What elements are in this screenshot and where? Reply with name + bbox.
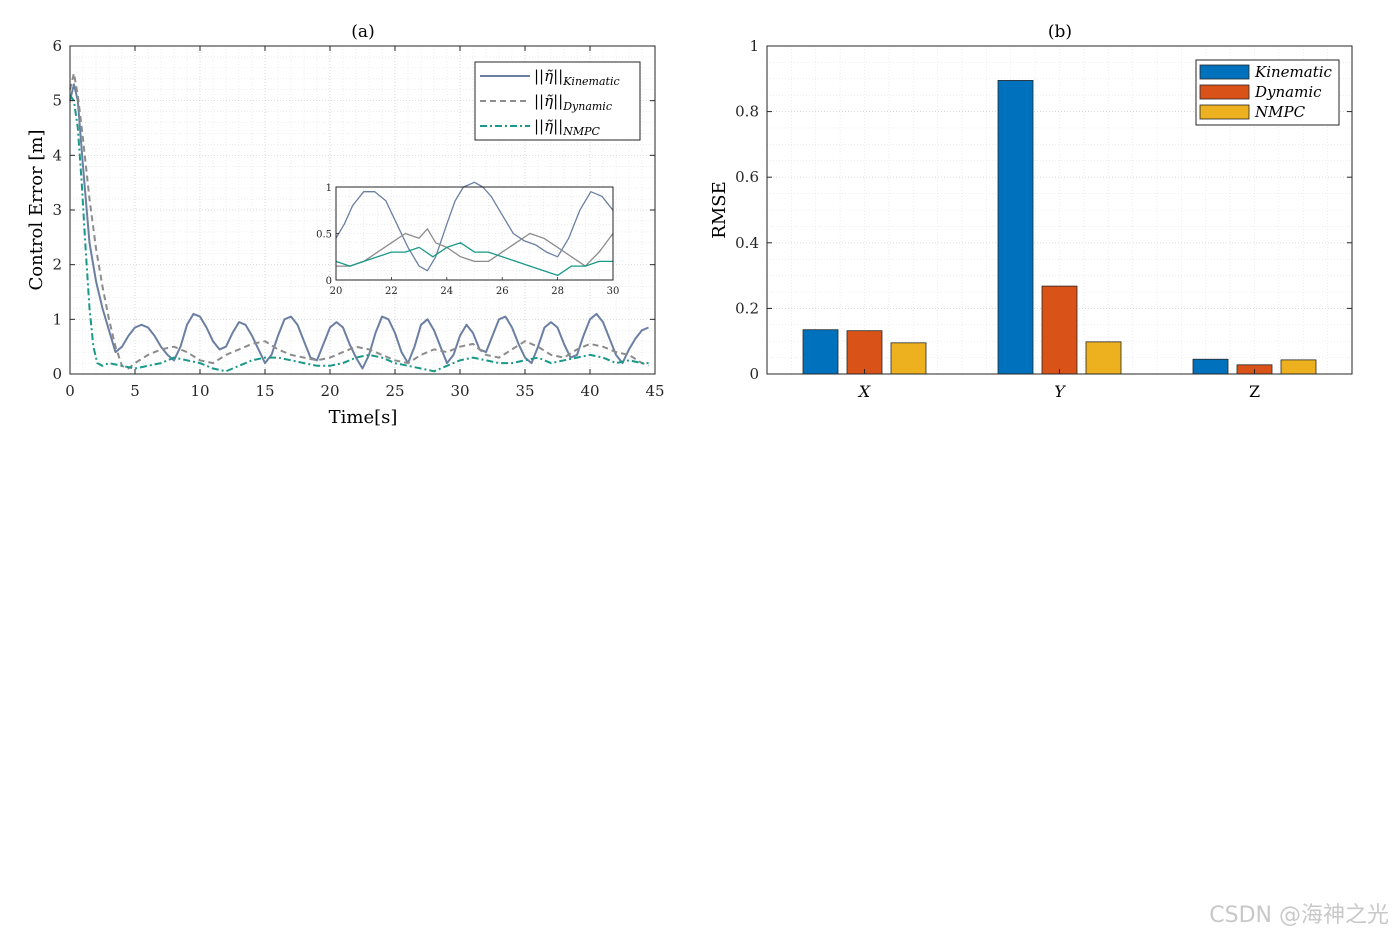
inset-series-line-dynamic bbox=[336, 228, 614, 267]
b-y-tick-label: 1 bbox=[749, 37, 759, 55]
chart-a-lines bbox=[69, 72, 649, 373]
legend-label-kinematic-bar: Kinematic bbox=[1254, 63, 1333, 81]
legend-swatch-nmpc-bar bbox=[1199, 104, 1250, 120]
y-tick-label: 3 bbox=[52, 201, 62, 219]
inset-series-line-nmpc bbox=[335, 242, 613, 277]
bar-dynamic-x bbox=[846, 330, 883, 375]
x-tick-label: 30 bbox=[450, 382, 469, 400]
legend-label-nmpc-bar: NMPC bbox=[1254, 103, 1306, 121]
chart-a-title: (a) bbox=[351, 22, 374, 42]
category-label-y: Y bbox=[1054, 382, 1066, 401]
inset-lines bbox=[335, 181, 614, 277]
chart-a-xlabel: Time[s] bbox=[329, 407, 398, 428]
legend-base-nmpc: ||η̃|| bbox=[534, 117, 563, 135]
x-tick-label: 20 bbox=[320, 382, 339, 400]
legend-base-dynamic: ||η̃|| bbox=[534, 92, 563, 110]
watermark: CSDN @海神之光 bbox=[1209, 903, 1389, 928]
chart-b-bars bbox=[802, 80, 1317, 375]
category-label-z: Z bbox=[1249, 382, 1260, 401]
legend-label-dynamic-bar: Dynamic bbox=[1254, 83, 1322, 101]
inset-x-tick-label: 30 bbox=[607, 286, 620, 297]
chart-b-title: (b) bbox=[1048, 22, 1072, 42]
chart-b-ticks: 0 0.2 0.4 0.6 0.8 1 X Y Z bbox=[735, 37, 1352, 401]
chart-a-inset: 20 22 24 26 28 30 0 0.5 1 bbox=[316, 181, 619, 297]
series-line-kinematic bbox=[69, 83, 649, 370]
y-tick-label: 2 bbox=[52, 256, 62, 274]
y-tick-label: 0 bbox=[52, 365, 62, 383]
inset-y-tick-label: 0 bbox=[326, 276, 332, 287]
chart-a-legend: ||η̃||Kinematic ||η̃||Dynamic ||η̃||NMPC bbox=[474, 61, 641, 141]
x-tick-label: 15 bbox=[255, 382, 274, 400]
bar-nmpc-z bbox=[1280, 359, 1317, 375]
y-tick-label: 6 bbox=[52, 37, 62, 55]
y-tick-label: 1 bbox=[52, 310, 62, 328]
inset-series-line-kinematic bbox=[335, 181, 614, 272]
inset-y-tick-label: 0.5 bbox=[316, 230, 332, 241]
legend-sub-kinematic: Kinematic bbox=[562, 75, 619, 88]
b-y-tick-label: 0.8 bbox=[735, 103, 759, 121]
bar-nmpc-y bbox=[1085, 341, 1122, 375]
bar-nmpc-x bbox=[890, 342, 927, 375]
inset-x-tick-label: 26 bbox=[496, 286, 509, 297]
legend-swatch-kinematic-bar bbox=[1199, 64, 1250, 80]
x-tick-label: 5 bbox=[130, 382, 140, 400]
legend-sub-nmpc: NMPC bbox=[562, 125, 600, 138]
inset-x-tick-label: 22 bbox=[385, 286, 398, 297]
bar-dynamic-y bbox=[1041, 285, 1078, 375]
y-tick-label: 5 bbox=[52, 92, 62, 110]
legend-base-kinematic: ||η̃|| bbox=[534, 67, 563, 85]
bar-kinematic-y bbox=[997, 80, 1034, 375]
chart-b-legend: Kinematic Dynamic NMPC bbox=[1195, 59, 1340, 126]
legend-label-nmpc: ||η̃||NMPC bbox=[534, 117, 600, 138]
inset-x-tick-label: 20 bbox=[330, 286, 343, 297]
legend-swatch-dynamic-bar bbox=[1199, 84, 1250, 100]
b-y-tick-label: 0 bbox=[749, 365, 759, 383]
legend-label-kinematic: ||η̃||Kinematic bbox=[534, 67, 620, 88]
chart-b: (b) 0 0.2 0.4 0.6 0.8 1 X Y Z RMSE Kinematic Dyn… bbox=[709, 22, 1353, 401]
legend-sub-dynamic: Dynamic bbox=[562, 100, 612, 113]
bar-kinematic-z bbox=[1192, 358, 1229, 375]
category-label-x: X bbox=[857, 382, 871, 401]
inset-x-tick-label: 24 bbox=[440, 286, 453, 297]
bar-kinematic-x bbox=[802, 329, 839, 375]
series-line-dynamic bbox=[69, 72, 649, 370]
x-tick-label: 45 bbox=[645, 382, 664, 400]
x-tick-label: 0 bbox=[65, 382, 75, 400]
b-y-tick-label: 0.2 bbox=[735, 299, 759, 317]
inset-y-tick-label: 1 bbox=[326, 183, 332, 194]
series-line-nmpc bbox=[69, 94, 649, 373]
x-tick-label: 35 bbox=[515, 382, 534, 400]
chart-b-ylabel: RMSE bbox=[709, 181, 730, 238]
y-tick-label: 4 bbox=[52, 146, 62, 164]
chart-a-ylabel: Control Error [m] bbox=[26, 130, 47, 291]
b-y-tick-label: 0.6 bbox=[735, 168, 759, 186]
x-tick-label: 10 bbox=[190, 382, 209, 400]
inset-x-tick-label: 28 bbox=[551, 286, 564, 297]
b-y-tick-label: 0.4 bbox=[735, 234, 759, 252]
x-tick-label: 25 bbox=[385, 382, 404, 400]
inset-ticks: 20 22 24 26 28 30 0 0.5 1 bbox=[316, 183, 619, 297]
x-tick-label: 40 bbox=[580, 382, 599, 400]
legend-label-dynamic: ||η̃||Dynamic bbox=[534, 92, 612, 113]
